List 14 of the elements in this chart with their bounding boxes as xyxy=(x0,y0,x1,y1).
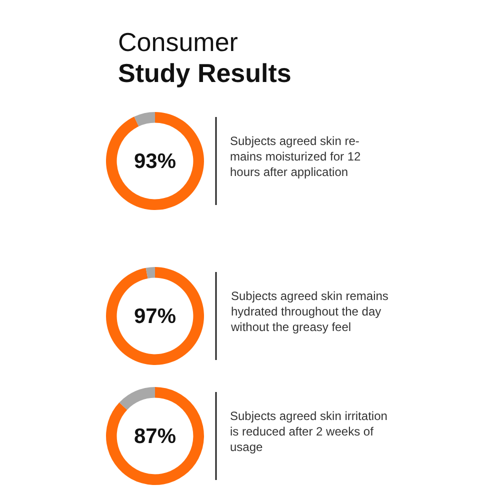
data-label: 97% xyxy=(134,305,176,328)
data-label: 93% xyxy=(134,150,176,173)
donut-slice xyxy=(119,387,155,410)
donut-slice xyxy=(106,112,204,210)
chart-title: Consumer xyxy=(118,27,238,57)
donut-slice xyxy=(146,267,155,278)
text: Subjects agreed skin irritation is reduced after 2 weeks of usage xyxy=(230,409,388,454)
donut-slice xyxy=(106,387,204,485)
text: Subjects agreed skin re- mains moisturized for 12 hours after application xyxy=(230,134,362,180)
data-label: 87% xyxy=(134,425,176,448)
chart-subtitle: Study Results xyxy=(118,58,292,88)
text: Subjects agreed skin remains hydrated throughout the day without the greasy feel xyxy=(230,289,388,334)
donut-slice xyxy=(134,112,155,126)
donut-slice xyxy=(106,267,204,365)
